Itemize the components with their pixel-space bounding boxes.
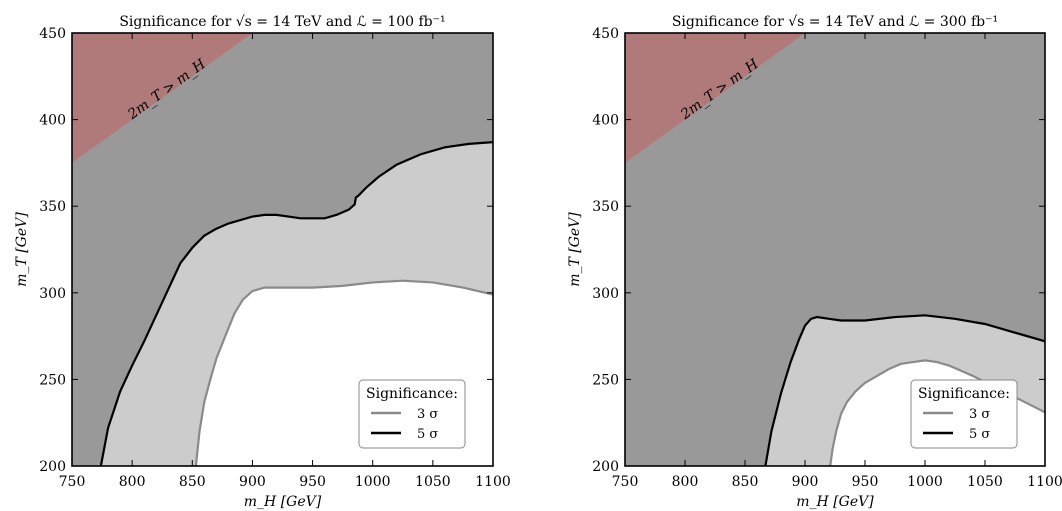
x-tick-label: 800 <box>672 474 699 490</box>
y-tick-label: 200 <box>39 459 66 475</box>
y-tick-label: 250 <box>39 372 66 388</box>
legend: Significance: 3 σ 5 σ <box>358 379 466 449</box>
chart-title: Significance for √s = 14 TeV and ℒ = 300… <box>672 14 998 30</box>
contour-3-sigma <box>829 359 1045 466</box>
y-tick-label: 450 <box>592 26 619 42</box>
x-tick-label: 800 <box>119 474 146 490</box>
y-tick-label: 300 <box>39 286 66 302</box>
x-axis-label: m_H [GeV] <box>244 494 322 510</box>
legend-entry: 3 σ <box>969 407 990 422</box>
excluded-region <box>72 33 253 163</box>
contour-5-sigma <box>99 141 493 466</box>
legend-title: Significance: <box>366 386 458 402</box>
legend-entry: 3 σ <box>417 407 438 422</box>
axes-frame <box>624 32 1046 467</box>
y-tick-label: 450 <box>39 26 66 42</box>
x-tick-label: 750 <box>59 474 86 490</box>
y-tick-label: 200 <box>592 459 619 475</box>
x-tick-label: 950 <box>299 474 326 490</box>
contour-5-sigma <box>764 314 1045 466</box>
x-tick-label: 750 <box>612 474 639 490</box>
x-tick-label: 950 <box>852 474 879 490</box>
chart-title: Significance for √s = 14 TeV and ℒ = 100… <box>119 14 445 30</box>
y-tick-label: 350 <box>592 199 619 215</box>
excluded-region <box>625 33 805 163</box>
x-tick-label: 900 <box>239 474 266 490</box>
y-tick-label: 400 <box>39 113 66 129</box>
x-tick-label: 850 <box>179 474 206 490</box>
y-axis-label: m_T [GeV] <box>14 212 30 287</box>
axes-frame <box>71 32 494 467</box>
y-tick-label: 250 <box>592 372 619 388</box>
legend-box <box>358 379 466 449</box>
legend-title: Significance: <box>918 386 1010 402</box>
x-tick-label: 1100 <box>475 474 511 490</box>
x-axis-label: m_H [GeV] <box>796 494 874 510</box>
x-tick-label: 850 <box>732 474 759 490</box>
x-tick-label: 1000 <box>907 474 943 490</box>
legend-entry: 5 σ <box>969 427 990 442</box>
x-tick-label: 900 <box>792 474 819 490</box>
y-tick-label: 350 <box>39 199 66 215</box>
x-tick-label: 1050 <box>967 474 1003 490</box>
y-tick-label: 400 <box>592 113 619 129</box>
legend: Significance: 3 σ 5 σ <box>910 379 1018 449</box>
x-tick-label: 1000 <box>355 474 391 490</box>
legend-box <box>910 379 1018 449</box>
x-tick-label: 1050 <box>415 474 451 490</box>
x-tick-label: 1100 <box>1027 474 1062 490</box>
y-axis-label: m_T [GeV] <box>567 212 583 287</box>
contour-3-sigma <box>194 279 493 466</box>
y-tick-label: 300 <box>592 286 619 302</box>
legend-entry: 5 σ <box>417 427 438 442</box>
